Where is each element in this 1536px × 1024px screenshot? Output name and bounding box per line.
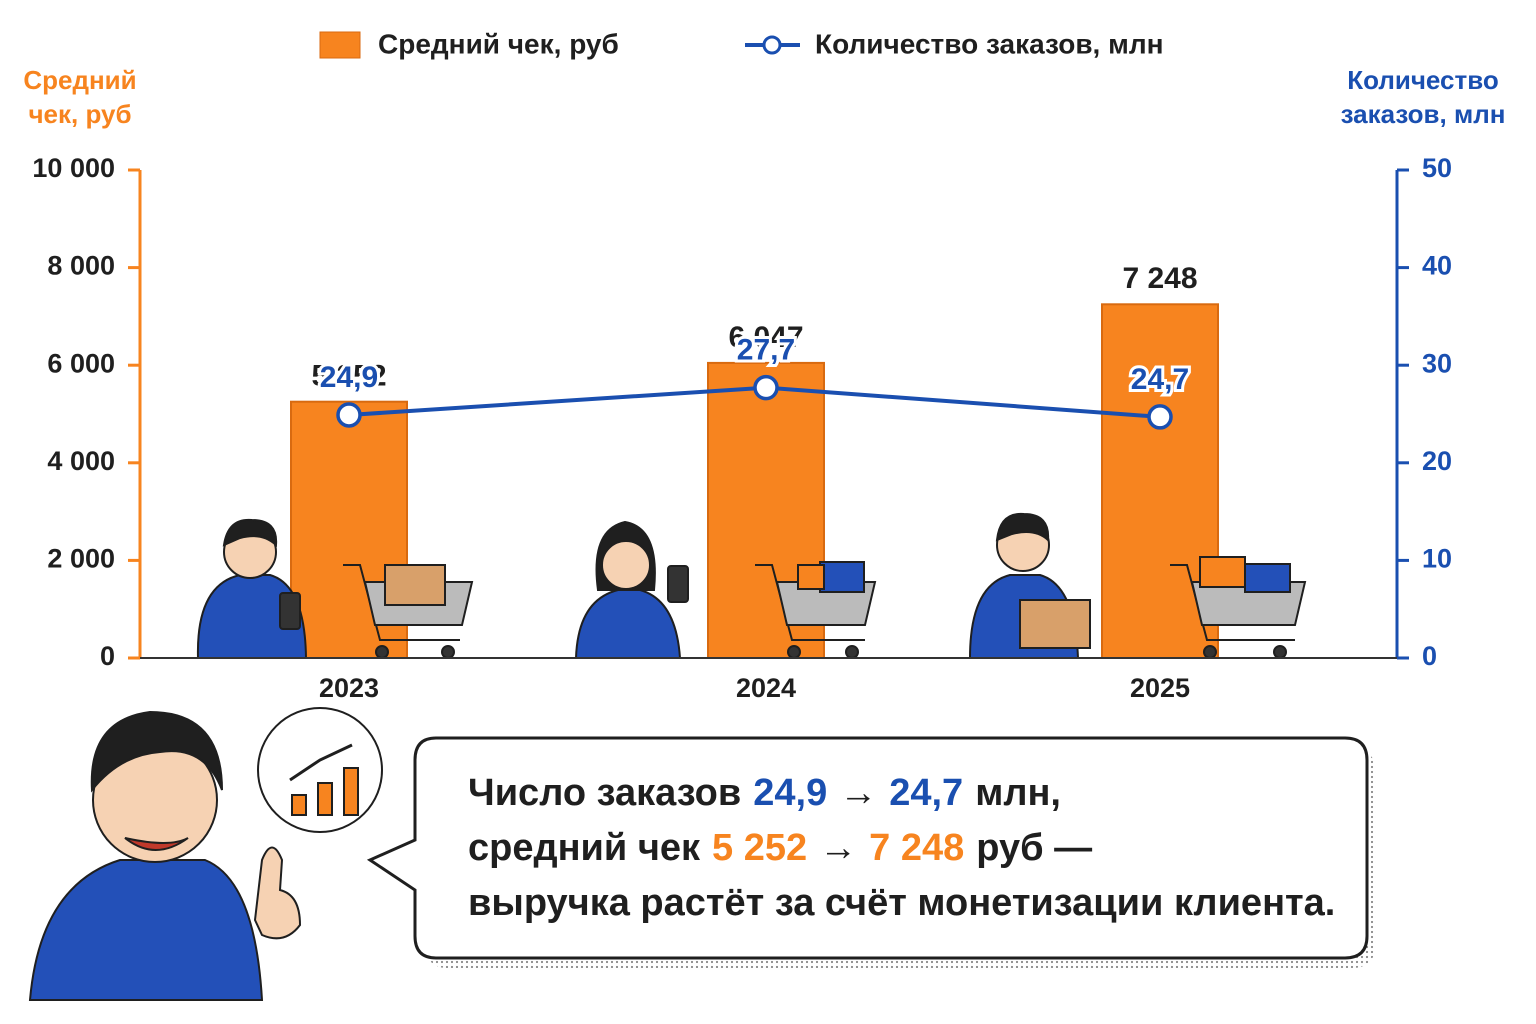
callout-text: →	[819, 827, 857, 869]
cart-2024	[755, 561, 877, 659]
person-2023	[196, 518, 308, 659]
y2-tick-label: 30	[1422, 348, 1452, 378]
legend-marker	[762, 35, 782, 55]
y2-tick-label: 40	[1422, 251, 1452, 281]
line-value-label: 24,7	[1131, 363, 1189, 396]
callout-text: 7 248	[869, 827, 964, 869]
y2-axis-label: заказов, млн	[1341, 99, 1506, 129]
y2-axis-label: Количество	[1347, 65, 1499, 95]
legend-label: Количество заказов, млн	[815, 28, 1164, 59]
speech-bubble-icon	[257, 707, 383, 833]
y-tick-label: 2 000	[47, 544, 115, 574]
x-tick-label: 2024	[736, 673, 796, 703]
cart-2023	[343, 564, 474, 659]
line-value-label: 27,7	[737, 334, 795, 367]
y-tick-label: 6 000	[47, 348, 115, 378]
y2-tick-label: 50	[1422, 153, 1452, 183]
bar-value-label: 7 248	[1122, 262, 1197, 295]
bar-value-label: 6 047	[728, 321, 803, 354]
callout-text: выручка растёт за счёт монетизации клиен…	[468, 882, 1335, 924]
callout-box	[366, 736, 1369, 960]
y-tick-label: 8 000	[47, 251, 115, 281]
callout-line: Число заказов 24,9 → 24,7 млн,	[468, 772, 1061, 814]
legend-swatch	[319, 31, 361, 59]
person-2024	[574, 520, 689, 659]
callout-text: 24,7	[889, 772, 963, 814]
illustrations	[28, 512, 1307, 1001]
cart-2025	[1170, 556, 1307, 659]
presenter	[28, 710, 302, 1001]
callout-text: 24,9	[753, 772, 827, 814]
callout-text: 5 252	[712, 827, 807, 869]
y-axis-label: Средний	[23, 65, 136, 95]
callout-text: руб —	[976, 827, 1092, 869]
legend-label: Средний чек, руб	[378, 28, 619, 59]
y-tick-label: 4 000	[47, 446, 115, 476]
y2-tick-label: 0	[1422, 641, 1437, 671]
line-value-label: 24,9	[320, 361, 378, 394]
x-tick-label: 2023	[319, 673, 379, 703]
line-point	[336, 402, 362, 428]
line-point	[1147, 404, 1173, 430]
bar-value-label: 5 252	[311, 360, 386, 393]
y-tick-label: 10 000	[32, 153, 115, 183]
y2-tick-label: 10	[1422, 544, 1452, 574]
callout-text: средний чек	[468, 827, 701, 869]
y2-tick-label: 20	[1422, 446, 1452, 476]
callout-line: средний чек 5 252 → 7 248 руб —	[468, 827, 1092, 869]
line-point	[753, 374, 779, 401]
x-tick-label: 2025	[1130, 673, 1190, 703]
callout-text: →	[839, 772, 877, 814]
person-2025	[968, 512, 1091, 659]
callout-line: выручка растёт за счёт монетизации клиен…	[468, 882, 1335, 924]
callout-text: млн,	[975, 772, 1061, 814]
y-tick-label: 0	[100, 641, 115, 671]
y-axis-label: чек, руб	[28, 99, 131, 129]
callout-text: Число заказов	[468, 772, 741, 814]
